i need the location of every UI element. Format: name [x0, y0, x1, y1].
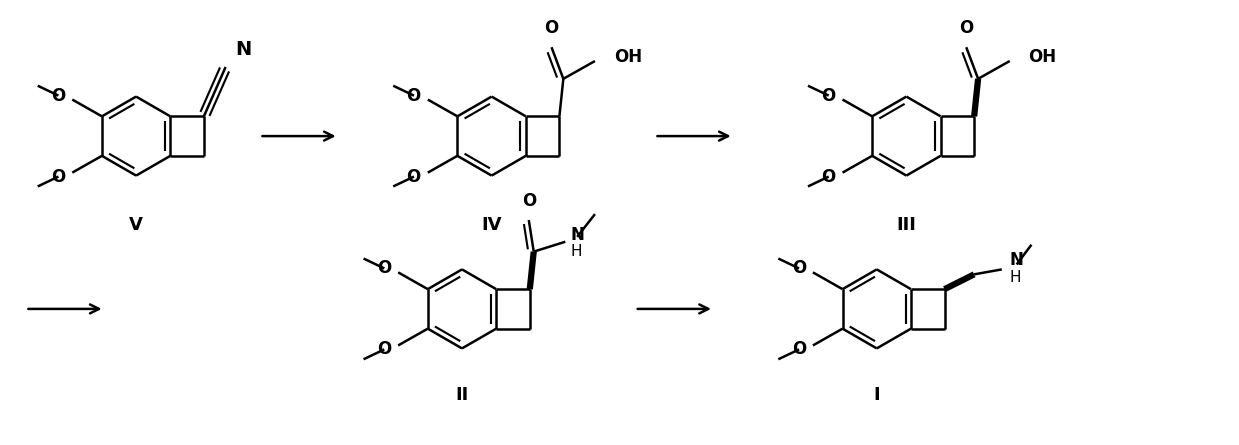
Text: V: V [129, 216, 142, 234]
Text: O: O [792, 340, 807, 358]
Text: O: O [377, 340, 392, 358]
Text: II: II [456, 386, 468, 404]
Text: O: O [51, 168, 66, 186]
Text: O: O [821, 168, 835, 186]
Text: O: O [406, 168, 421, 186]
Text: O: O [406, 87, 421, 105]
Text: O: O [377, 259, 392, 277]
Text: H: H [1010, 270, 1021, 285]
Text: IV: IV [482, 216, 502, 234]
Text: N: N [235, 40, 252, 59]
Text: O: O [51, 87, 66, 105]
Text: H: H [570, 244, 582, 259]
Text: O: O [522, 192, 536, 210]
Text: O: O [959, 19, 974, 37]
Text: O: O [544, 19, 559, 37]
Text: I: I [873, 386, 880, 404]
Text: N: N [570, 226, 584, 244]
Text: N: N [1010, 251, 1023, 268]
Text: OH: OH [613, 48, 642, 66]
Text: O: O [792, 259, 807, 277]
Text: III: III [897, 216, 917, 234]
Text: OH: OH [1028, 48, 1057, 66]
Text: O: O [821, 87, 835, 105]
